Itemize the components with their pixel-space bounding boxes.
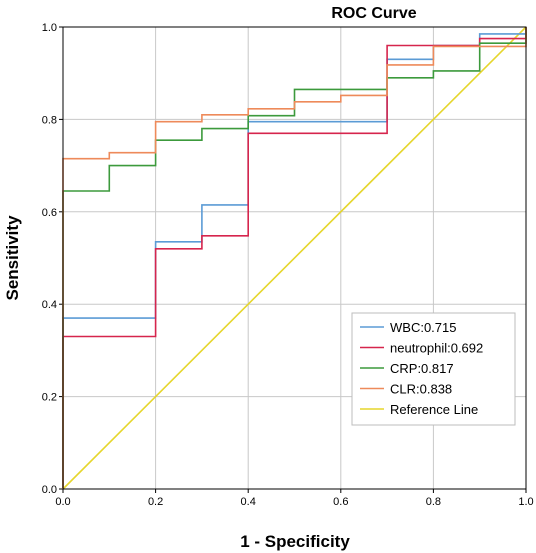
- legend-label: CRP:0.817: [390, 361, 454, 376]
- chart-title: ROC Curve: [331, 5, 416, 22]
- series-line-reference-line: [62, 26, 527, 490]
- legend-box: [351, 312, 516, 426]
- legend: WBC:0.715 neutrophil:0.692 CRP:0.817 CLR:0.…: [351, 312, 516, 426]
- x-tick-label: 0.6: [333, 496, 348, 508]
- series-line-crp: [62, 27, 527, 489]
- y-tick-label: 0.0: [42, 484, 57, 496]
- legend-label: neutrophil:0.692: [390, 341, 483, 356]
- x-axis-label: 1 - Specificity: [240, 532, 350, 551]
- series-lines: [62, 26, 527, 490]
- y-tick-label: 0.4: [42, 299, 57, 311]
- x-tick-label: 0.8: [426, 496, 441, 508]
- y-tick-label: 0.6: [42, 207, 57, 219]
- x-tick-label: 0.2: [148, 496, 163, 508]
- plot-frame: [62, 26, 527, 490]
- x-tick-label: 1.0: [518, 496, 533, 508]
- y-tick-label: 0.2: [42, 392, 57, 404]
- y-tick-label: 0.8: [42, 114, 57, 126]
- grid: [63, 27, 526, 489]
- y-tick-label: 1.0: [42, 22, 57, 34]
- legend-label: Reference Line: [390, 402, 478, 417]
- x-tick-label: 0.4: [241, 496, 256, 508]
- y-tick-labels: 0.0 0.2 0.4 0.6 0.8 1.0: [42, 22, 63, 496]
- legend-label: CLR:0.838: [390, 382, 452, 397]
- series-line-neutrophil: [62, 27, 527, 489]
- x-tick-label: 0.0: [55, 496, 70, 508]
- y-axis-label: Sensitivity: [3, 215, 22, 301]
- x-tick-labels: 0.0 0.2 0.4 0.6 0.8 1.0: [55, 489, 534, 508]
- legend-label: WBC:0.715: [390, 320, 456, 335]
- series-line-clr: [62, 27, 527, 489]
